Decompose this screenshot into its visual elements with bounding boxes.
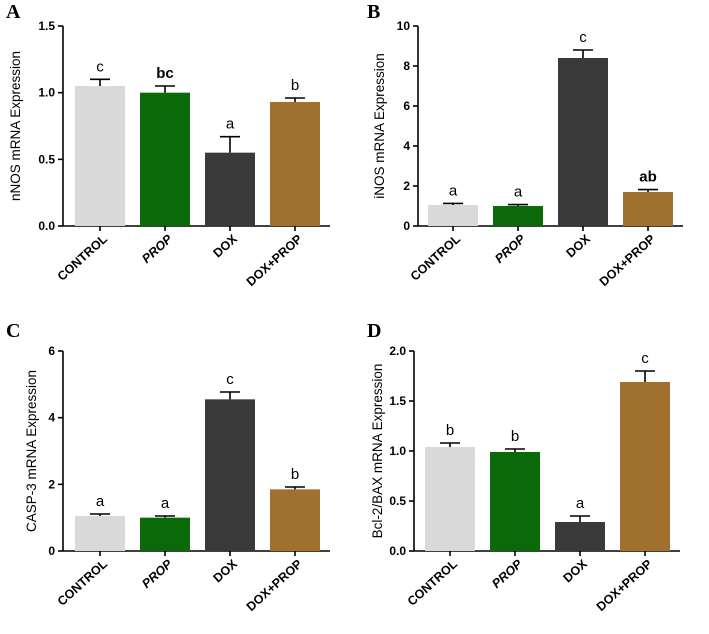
y-tick-label: 2: [403, 179, 410, 193]
bar-dox-plus-prop: [623, 192, 673, 226]
x-tick-label: DOX: [561, 556, 591, 585]
significance-label: a: [449, 182, 458, 199]
panel-letter: C: [6, 320, 20, 342]
bar-control: [75, 516, 125, 551]
y-tick-label: 2: [48, 477, 55, 491]
bar-dox-plus-prop: [620, 382, 670, 551]
y-tick-label: 0.5: [38, 152, 55, 166]
y-axis-label: Bcl-2/BAX mRNA Expression: [370, 364, 385, 539]
panel-a: A 0.0 0.5 1.0 1.5 nNOS mRNA Expression c CONTRO…: [6, 1, 330, 289]
y-tick-label: 8: [403, 59, 410, 73]
bar-prop: [140, 92, 190, 227]
x-tick-label: CONTROL: [55, 232, 111, 284]
significance-label: c: [641, 350, 649, 367]
bar-dox: [558, 58, 608, 226]
panel-d: D 0.0 0.5 1.0 1.5 2.0 Bcl-2/BAX mRNA Expressio…: [367, 320, 680, 614]
y-axis-label: nNOS mRNA Expression: [8, 51, 23, 201]
bar-prop: [493, 206, 543, 226]
y-tick-label: 6: [403, 99, 410, 113]
y-tick-label: 0: [48, 544, 55, 558]
x-tick-label: CONTROL: [55, 557, 111, 609]
bar-control: [428, 205, 478, 226]
significance-label: b: [511, 428, 519, 445]
y-tick-label: 1.5: [389, 394, 406, 408]
y-tick-label: 1.5: [38, 19, 55, 33]
significance-label: c: [579, 29, 587, 46]
y-tick-label: 4: [403, 139, 410, 153]
bar-control: [425, 447, 475, 551]
x-tick-label: PROP: [139, 231, 175, 266]
x-tick-label: DOX+PROP: [244, 557, 305, 614]
y-tick-label: 0.0: [38, 219, 55, 233]
bar-dox: [205, 152, 255, 226]
x-tick-label: DOX+PROP: [594, 557, 655, 614]
significance-label: ab: [639, 169, 657, 186]
bar-dox: [555, 522, 605, 551]
significance-label: a: [514, 184, 523, 201]
y-tick-label: 2.0: [389, 344, 406, 358]
x-tick-label: DOX: [211, 231, 241, 260]
x-tick-label: PROP: [492, 231, 528, 266]
x-tick-label: DOX: [211, 556, 241, 585]
x-tick-label: CONTROL: [405, 557, 461, 609]
x-tick-label: CONTROL: [408, 232, 464, 284]
panel-letter: D: [367, 320, 381, 342]
significance-label: a: [96, 493, 105, 510]
y-tick-label: 1.0: [389, 444, 406, 458]
significance-label: b: [291, 77, 299, 94]
y-tick-label: 6: [48, 344, 55, 358]
panel-c: C 0 2 4 6 CASP-3 mRNA Expression a CONTROL a PROP…: [6, 320, 330, 614]
x-tick-label: DOX+PROP: [597, 232, 658, 289]
significance-label: a: [161, 495, 170, 512]
x-tick-label: DOX+PROP: [244, 232, 305, 289]
y-tick-label: 4: [48, 411, 55, 425]
bar-dox-plus-prop: [270, 489, 320, 551]
panel-b: B 0 2 4 6 8 10 iNOS mRNA Expression a CONTROL a PRO…: [367, 1, 683, 289]
y-tick-label: 1.0: [38, 86, 55, 100]
y-tick-label: 0.5: [389, 494, 406, 508]
y-axis-label: iNOS mRNA Expression: [372, 53, 387, 199]
bar-dox-plus-prop: [270, 102, 320, 226]
panel-letter: B: [367, 1, 380, 23]
significance-label: b: [291, 466, 299, 483]
y-tick-label: 0.0: [389, 544, 406, 558]
significance-label: a: [226, 116, 235, 133]
panel-letter: A: [6, 1, 21, 23]
bar-control: [75, 86, 125, 226]
significance-label: a: [576, 495, 585, 512]
y-axis-label: CASP-3 mRNA Expression: [24, 370, 39, 532]
x-tick-label: PROP: [489, 556, 525, 591]
significance-label: c: [96, 58, 104, 75]
bar-prop: [490, 452, 540, 551]
y-tick-label: 0: [403, 219, 410, 233]
bar-dox: [205, 399, 255, 551]
bar-prop: [140, 517, 190, 551]
significance-label: c: [226, 371, 234, 388]
y-tick-label: 10: [397, 19, 411, 33]
significance-label: bc: [156, 65, 174, 82]
x-tick-label: DOX: [564, 231, 594, 260]
significance-label: b: [446, 422, 454, 439]
x-tick-label: PROP: [139, 556, 175, 591]
